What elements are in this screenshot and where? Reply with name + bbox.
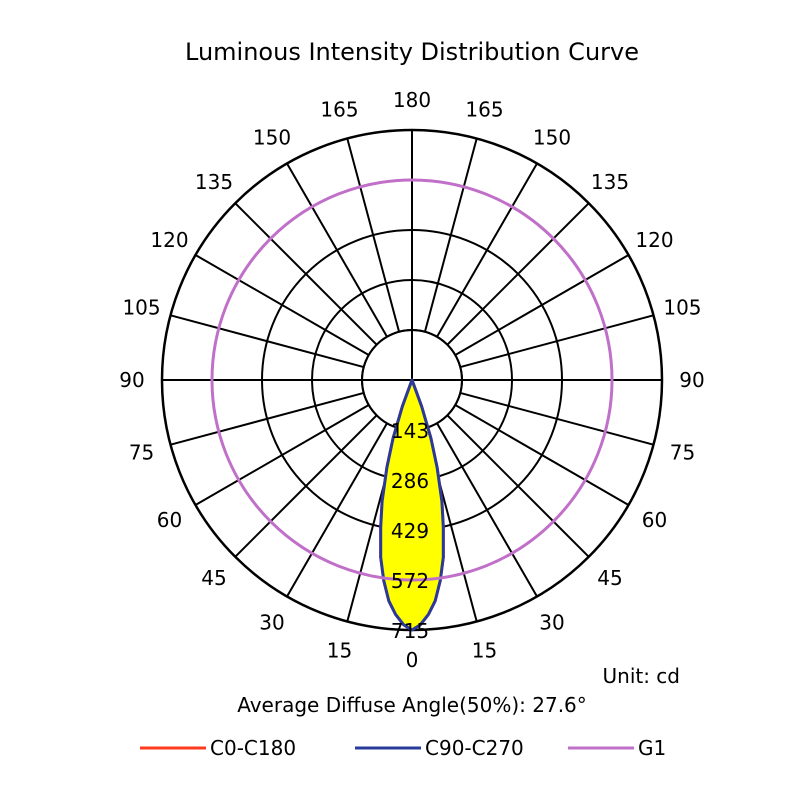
legend: C0-C180 C90-C270 G1 — [140, 736, 666, 760]
grid-spoke — [194, 404, 370, 506]
angle-tick-label: 105 — [663, 296, 701, 320]
grid-spoke — [436, 422, 538, 598]
legend-label-c0-c180: C0-C180 — [210, 736, 296, 760]
grid-spoke — [446, 414, 590, 558]
unit-label: Unit: cd — [603, 664, 681, 688]
grid-spoke — [460, 314, 654, 369]
radial-tick-labels: 143 286 429 572 715 — [391, 419, 429, 643]
angle-tick-label: 180 — [393, 88, 431, 112]
distribution-curves — [210, 178, 614, 632]
series-c90-c270 — [379, 378, 445, 632]
grid-spoke — [286, 422, 388, 598]
grid-spoke — [194, 254, 370, 356]
grid-spoke — [454, 404, 630, 506]
grid-spoke — [234, 202, 378, 346]
angle-tick-label: 90 — [119, 368, 144, 392]
series-g1 — [210, 178, 614, 582]
radial-tick-label: 429 — [391, 519, 429, 543]
grid-spoke — [346, 138, 401, 332]
angle-tick-label: 30 — [539, 610, 564, 634]
radial-tick-label: 715 — [391, 619, 429, 643]
grid-spoke — [286, 162, 388, 338]
angle-tick-label: 120 — [635, 228, 673, 252]
grid-spoke — [234, 414, 378, 558]
beam-angle-label: Average Diffuse Angle(50%): 27.6° — [237, 693, 587, 717]
angle-tick-label: 15 — [472, 638, 497, 662]
angle-tick-label: 15 — [327, 638, 352, 662]
grid-spoke — [454, 254, 630, 356]
grid-spoke — [423, 138, 478, 332]
angle-tick-label: 45 — [201, 566, 226, 590]
angle-tick-label: 60 — [642, 508, 667, 532]
grid-spoke — [170, 391, 364, 446]
angle-tick-label: 60 — [157, 508, 182, 532]
legend-label-c90-c270: C90-C270 — [425, 736, 524, 760]
angle-tick-label: 135 — [195, 170, 233, 194]
angle-tick-label: 75 — [670, 440, 695, 464]
angle-tick-label: 90 — [679, 368, 704, 392]
angle-tick-label: 120 — [150, 228, 188, 252]
chart-title: Luminous Intensity Distribution Curve — [185, 38, 639, 66]
angle-tick-label: 0 — [406, 648, 419, 672]
radial-tick-label: 143 — [391, 419, 429, 443]
angle-tick-label: 135 — [591, 170, 629, 194]
angle-tick-label: 165 — [320, 98, 358, 122]
radial-tick-label: 572 — [391, 569, 429, 593]
angle-tick-label: 165 — [465, 98, 503, 122]
angle-tick-label: 105 — [122, 296, 160, 320]
grid-spoke — [446, 202, 590, 346]
angle-tick-label: 150 — [253, 126, 291, 150]
angle-tick-label: 45 — [597, 566, 622, 590]
angle-tick-label: 150 — [533, 126, 571, 150]
legend-label-g1: G1 — [638, 736, 666, 760]
radial-tick-label: 286 — [391, 469, 429, 493]
angle-tick-label: 75 — [129, 440, 154, 464]
angle-tick-label: 30 — [259, 610, 284, 634]
grid-spoke — [460, 391, 654, 446]
grid-spoke — [436, 162, 538, 338]
grid-spoke — [170, 314, 364, 369]
